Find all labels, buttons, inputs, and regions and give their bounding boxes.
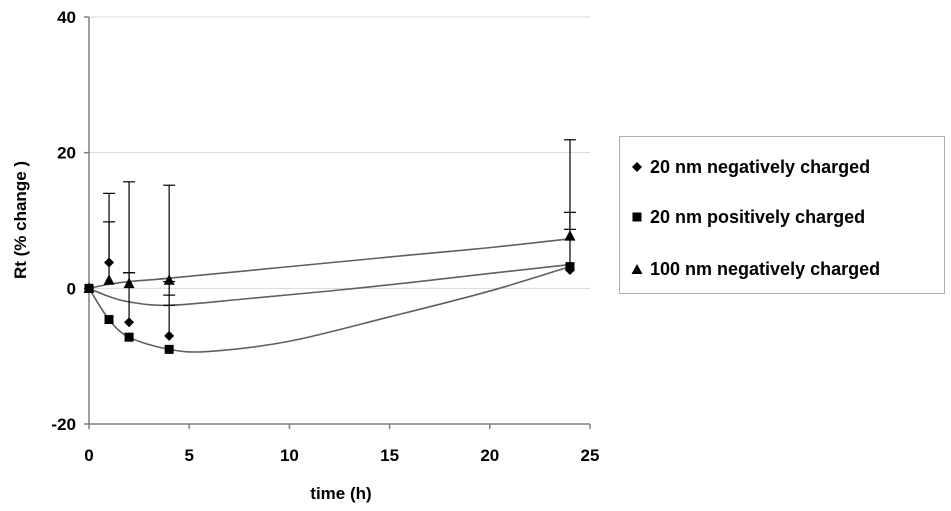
legend-item-series-3: 100 nm negatively charged: [630, 257, 880, 281]
y-axis-title: Rt (% change ): [11, 161, 30, 279]
data-point-square: [565, 262, 575, 272]
trend-line-series-2: [88, 265, 571, 353]
legend: 20 nm negatively charged 20 nm positivel…: [619, 136, 945, 294]
legend-label: 20 nm negatively charged: [650, 156, 871, 177]
data-point-triangle: [163, 274, 175, 285]
trend-line-series-3: [88, 238, 571, 290]
legend-label: 20 nm positively charged: [650, 206, 866, 227]
x-tick-label: 5: [184, 446, 193, 465]
axes: [84, 16, 591, 429]
data-point-diamond: [164, 330, 175, 341]
x-tick-label: 25: [581, 446, 600, 465]
data-points: [83, 230, 576, 354]
y-tick-label: 40: [57, 8, 76, 27]
data-point-triangle: [123, 277, 135, 289]
error-bars: [103, 139, 576, 336]
data-point-diamond: [124, 317, 135, 328]
x-tick-label: 0: [84, 446, 93, 465]
x-tick-label: 15: [380, 446, 399, 465]
y-tick-label: 20: [57, 144, 76, 163]
x-tick-label: 10: [280, 446, 299, 465]
legend-label: 100 nm negatively charged: [650, 258, 881, 279]
y-tick-label: -20: [51, 415, 76, 434]
data-point-square: [164, 344, 174, 354]
data-point-square: [124, 332, 134, 342]
gridlines: [89, 16, 590, 289]
square-icon: [632, 212, 642, 222]
x-tick-label: 20: [480, 446, 499, 465]
trend-line-series-1: [88, 263, 571, 307]
data-point-triangle: [564, 230, 576, 241]
triangle-icon: [631, 264, 643, 274]
data-point-diamond: [104, 257, 115, 268]
data-point-square: [104, 315, 114, 325]
x-axis-title: time (h): [310, 484, 371, 503]
diamond-icon: [632, 162, 642, 172]
y-tick-label: 0: [67, 279, 76, 298]
legend-item-series-2: 20 nm positively charged: [630, 205, 865, 229]
data-point-triangle: [103, 274, 115, 285]
legend-item-series-1: 20 nm negatively charged: [630, 155, 870, 179]
trend-curves: [88, 238, 571, 353]
tick-labels: -20 0 20 40 0 5 10 15 20 25: [51, 8, 599, 465]
data-point-triangle: [83, 282, 95, 293]
